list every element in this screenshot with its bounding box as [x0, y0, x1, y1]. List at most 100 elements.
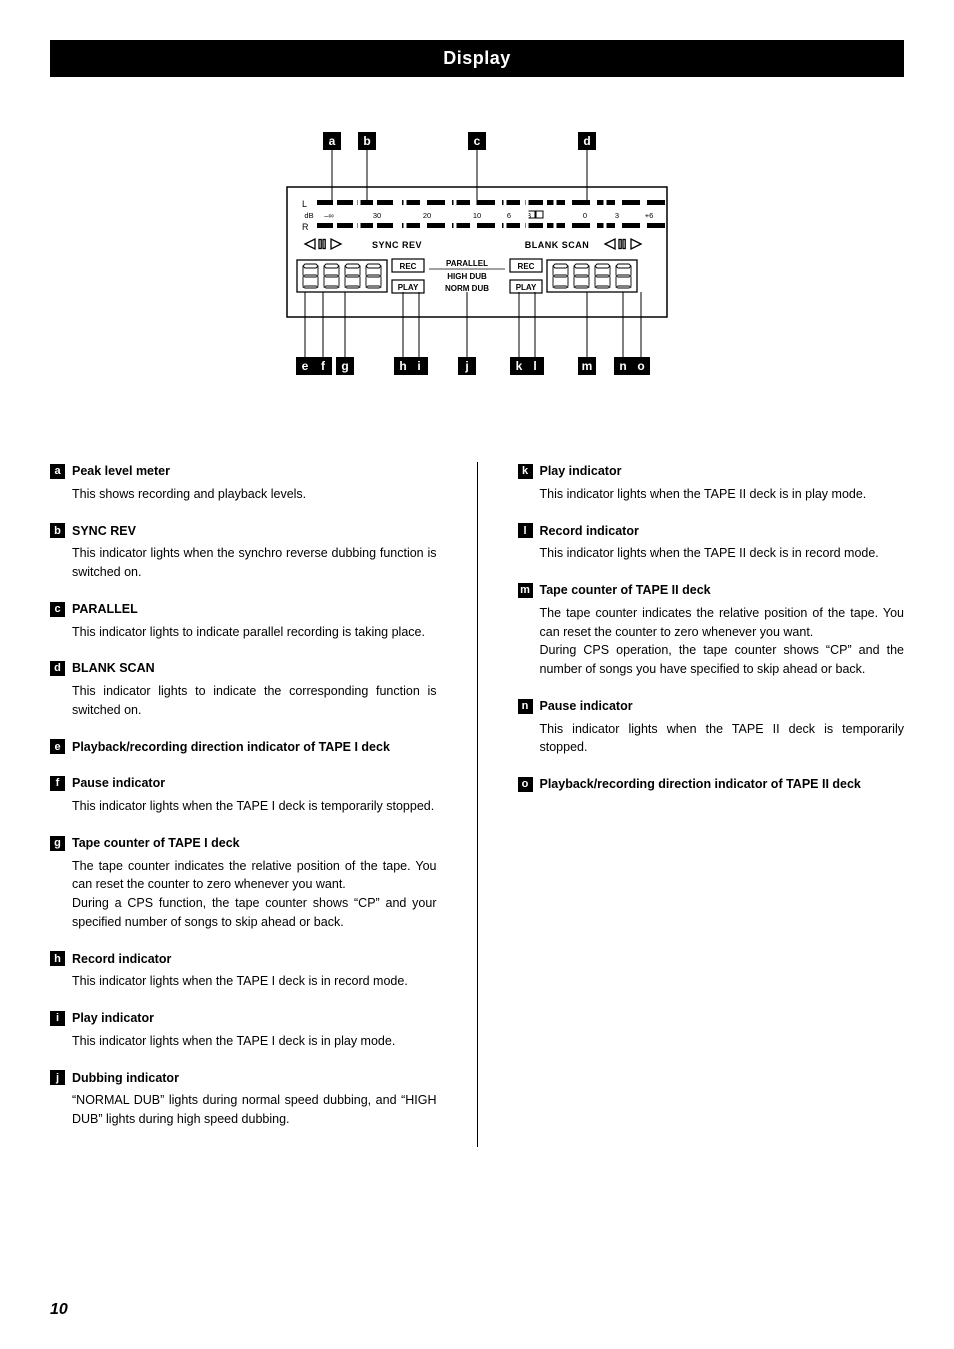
svg-text:j: j	[464, 359, 468, 373]
letter-badge: j	[50, 1070, 65, 1085]
svg-text:3: 3	[615, 211, 619, 220]
item-title: Play indicator	[72, 1009, 154, 1028]
description-item: kPlay indicatorThis indicator lights whe…	[518, 462, 905, 504]
item-heading: lRecord indicator	[518, 522, 905, 541]
svg-text:i: i	[417, 359, 420, 373]
svg-text:NORM DUB: NORM DUB	[445, 284, 489, 293]
description-item: b SYNC REV This indicator lights when the …	[50, 522, 437, 582]
description-item: e Playback/recording direction indicator …	[50, 738, 437, 757]
svg-text:20: 20	[423, 211, 431, 220]
description-item: lRecord indicator This indicator lights w…	[518, 522, 905, 564]
page-number: 10	[50, 1301, 68, 1319]
item-body: This indicator lights when the TAPE I de…	[50, 972, 437, 991]
letter-badge: g	[50, 836, 65, 851]
item-title: Playback/recording direction indicator o…	[72, 738, 390, 757]
description-item: gTape counter of TAPE I deck The tape cou…	[50, 834, 437, 932]
svg-text:PLAY: PLAY	[398, 283, 419, 292]
item-title: Record indicator	[540, 522, 639, 541]
svg-text:m: m	[582, 359, 593, 373]
title-bar: Display	[50, 40, 904, 77]
svg-text:dB: dB	[304, 211, 313, 220]
letter-badge: m	[518, 583, 533, 598]
item-heading: d BLANK SCAN	[50, 659, 437, 678]
description-item: oPlayback/recording direction indicator …	[518, 775, 905, 794]
svg-text:g: g	[341, 359, 348, 373]
svg-text:R: R	[302, 222, 309, 232]
letter-badge: b	[50, 523, 65, 538]
item-title: BLANK SCAN	[72, 659, 155, 678]
letter-badge: k	[518, 464, 533, 479]
description-item: i Play indicator This indicator lights whe…	[50, 1009, 437, 1051]
letter-badge: c	[50, 602, 65, 617]
item-heading: a Peak level meter	[50, 462, 437, 481]
item-heading: b SYNC REV	[50, 522, 437, 541]
display-diagram: abcdLdB–∞3020106303+6RSYNC REVBLANK SCAN…	[50, 132, 904, 392]
svg-text:l: l	[533, 359, 536, 373]
item-body: The tape counter indicates the relative …	[518, 604, 905, 679]
item-heading: oPlayback/recording direction indicator …	[518, 775, 905, 794]
letter-badge: f	[50, 776, 65, 791]
letter-badge: h	[50, 951, 65, 966]
svg-text:–∞: –∞	[324, 211, 334, 220]
item-heading: e Playback/recording direction indicator …	[50, 738, 437, 757]
item-heading: h Record indicator	[50, 950, 437, 969]
svg-text:SYNC REV: SYNC REV	[372, 240, 422, 250]
letter-badge: a	[50, 464, 65, 479]
item-heading: f Pause indicator	[50, 774, 437, 793]
item-title: Peak level meter	[72, 462, 170, 481]
letter-badge: i	[50, 1011, 65, 1026]
item-title: Tape counter of TAPE II deck	[540, 581, 711, 600]
svg-text:+6: +6	[645, 211, 654, 220]
item-body: The tape counter indicates the relative …	[50, 857, 437, 932]
item-title: Dubbing indicator	[72, 1069, 179, 1088]
svg-text:PARALLEL: PARALLEL	[446, 259, 488, 268]
item-title: Record indicator	[72, 950, 171, 969]
item-heading: m Tape counter of TAPE II deck	[518, 581, 905, 600]
svg-text:6: 6	[507, 211, 511, 220]
item-body: “NORMAL DUB” lights during normal speed …	[50, 1091, 437, 1129]
svg-text:0: 0	[583, 211, 587, 220]
item-heading: cPARALLEL	[50, 600, 437, 619]
svg-text:L: L	[302, 199, 307, 209]
item-title: Pause indicator	[72, 774, 165, 793]
letter-badge: d	[50, 661, 65, 676]
svg-text:REC: REC	[400, 262, 417, 271]
description-item: cPARALLEL This indicator lights to indica…	[50, 600, 437, 642]
item-title: Playback/recording direction indicator o…	[540, 775, 861, 794]
item-heading: gTape counter of TAPE I deck	[50, 834, 437, 853]
svg-text:b: b	[363, 134, 370, 148]
item-body: This shows recording and playback levels…	[50, 485, 437, 504]
svg-text:30: 30	[373, 211, 381, 220]
item-heading: i Play indicator	[50, 1009, 437, 1028]
description-item: f Pause indicator This indicator lights wh…	[50, 774, 437, 816]
item-body: This indicator lights when the TAPE I de…	[50, 797, 437, 816]
column-divider	[477, 462, 478, 1147]
description-item: nPause indicatorThis indicator lights wh…	[518, 697, 905, 757]
item-body: This indicator lights when the synchro r…	[50, 544, 437, 582]
item-heading: k Play indicator	[518, 462, 905, 481]
description-item: a Peak level meter This shows recording an…	[50, 462, 437, 504]
svg-text:n: n	[619, 359, 626, 373]
left-column: a Peak level meter This shows recording an…	[50, 462, 437, 1147]
item-title: Play indicator	[540, 462, 622, 481]
title-text: Display	[443, 48, 511, 68]
letter-badge: n	[518, 699, 533, 714]
svg-text:d: d	[583, 134, 590, 148]
description-item: dBLANK SCANThis indicator lights to indi…	[50, 659, 437, 719]
svg-text:PLAY: PLAY	[516, 283, 537, 292]
svg-text:a: a	[329, 134, 336, 148]
svg-text:e: e	[302, 359, 309, 373]
svg-text:REC: REC	[518, 262, 535, 271]
item-body: This indicator lights to indicate parall…	[50, 623, 437, 642]
svg-text:BLANK SCAN: BLANK SCAN	[525, 240, 590, 250]
svg-text:k: k	[516, 359, 523, 373]
item-title: SYNC REV	[72, 522, 136, 541]
description-item: h Record indicator This indicator lights w…	[50, 950, 437, 992]
item-body: This indicator lights when the TAPE II d…	[518, 544, 905, 563]
item-body: This indicator lights when the TAPE I de…	[50, 1032, 437, 1051]
svg-text:c: c	[474, 134, 481, 148]
svg-text:h: h	[399, 359, 406, 373]
letter-badge: e	[50, 739, 65, 754]
item-heading: n Pause indicator	[518, 697, 905, 716]
item-title: Pause indicator	[540, 697, 633, 716]
